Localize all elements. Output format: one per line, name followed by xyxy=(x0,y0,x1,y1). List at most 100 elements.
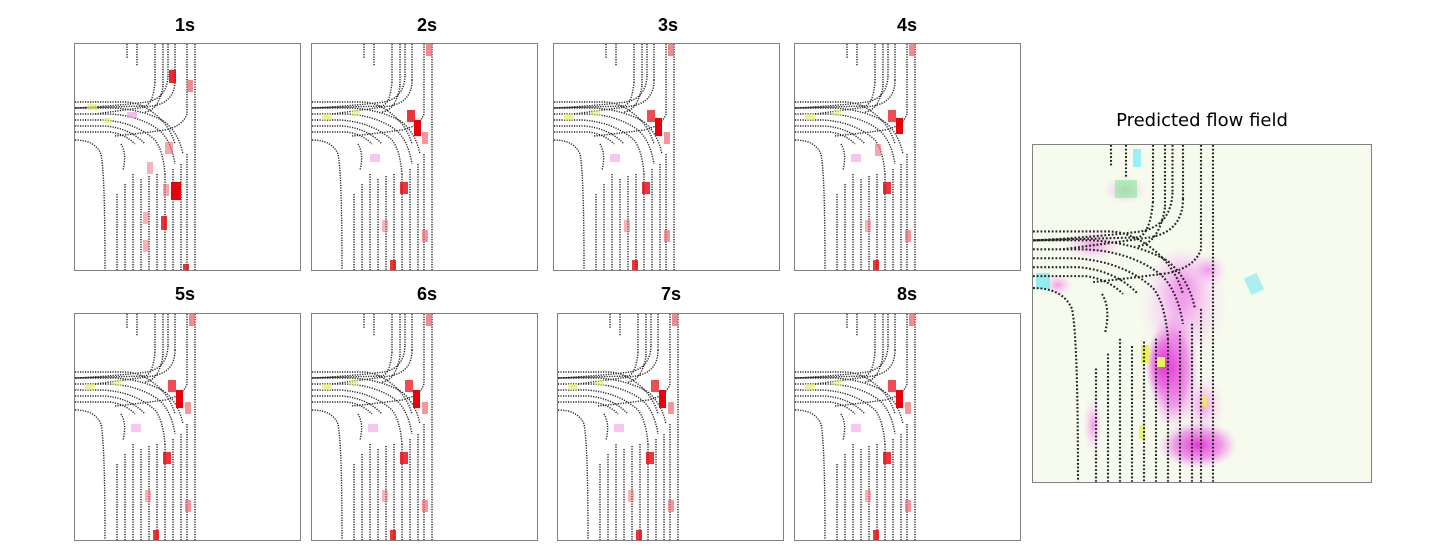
vehicle-occupancy xyxy=(145,490,151,502)
vehicle-occupancy xyxy=(909,314,915,326)
lane-centerline xyxy=(1092,248,1202,284)
pedestrian-occupancy xyxy=(370,154,380,162)
vehicle-occupancy xyxy=(668,402,674,414)
flow-field-title: Predicted flow field xyxy=(1116,110,1288,131)
vehicle-occupancy xyxy=(896,118,903,134)
vehicle-occupancy xyxy=(183,264,189,270)
frame-panel-4s xyxy=(794,43,1021,271)
vehicle-occupancy xyxy=(390,260,396,270)
lane-centerline xyxy=(554,75,648,109)
lane-centerline xyxy=(144,85,164,113)
lane-centerline xyxy=(1062,198,1185,251)
vehicle-occupancy xyxy=(168,380,176,392)
flow-cyan-blob xyxy=(1036,273,1050,289)
vehicle-occupancy xyxy=(636,530,642,540)
vehicle-occupancy xyxy=(422,230,428,242)
lane-centerline xyxy=(795,401,856,415)
pedestrian-occupancy xyxy=(851,154,861,162)
vehicle-occupancy xyxy=(888,380,896,392)
pedestrian-occupancy xyxy=(805,384,815,390)
vehicle-occupancy xyxy=(189,314,195,326)
flow-cyan-blob xyxy=(1133,149,1141,167)
frame-title-6s: 6s xyxy=(416,284,438,304)
lane-centerline xyxy=(795,131,856,145)
lane-centerline xyxy=(795,139,826,270)
frame-title-5s: 5s xyxy=(174,284,196,304)
lane-centerline xyxy=(1101,293,1109,333)
pedestrian-occupancy xyxy=(833,110,841,116)
vehicle-occupancy xyxy=(668,500,674,512)
lane-centerline xyxy=(558,401,619,415)
vehicle-occupancy xyxy=(905,500,911,512)
lane-centerline xyxy=(795,81,876,109)
vehicle-occupancy xyxy=(426,314,432,326)
vehicle-occupancy xyxy=(163,184,169,196)
lane-graph xyxy=(795,314,916,540)
lane-centerline xyxy=(834,113,908,137)
flow-yellow-blob xyxy=(1201,395,1207,407)
frame-panel-7s xyxy=(557,313,784,541)
pedestrian-occupancy xyxy=(127,112,137,118)
lane-centerline xyxy=(795,101,896,145)
lane-centerline xyxy=(864,85,884,113)
vehicle-occupancy xyxy=(875,144,881,156)
lane-centerline xyxy=(1033,257,1170,339)
pedestrian-occupancy xyxy=(87,104,97,110)
lane-centerline xyxy=(795,125,866,145)
lane-centerline xyxy=(554,101,655,145)
frame-title-2s: 2s xyxy=(416,15,438,35)
frame-panel-3s xyxy=(553,43,780,271)
lane-centerline xyxy=(312,139,343,270)
vehicle-occupancy xyxy=(624,220,630,232)
vehicle-occupancy xyxy=(185,500,191,512)
vehicle-occupancy xyxy=(672,314,678,326)
pedestrian-occupancy xyxy=(596,380,604,386)
lane-centerline xyxy=(312,75,406,109)
vehicle-occupancy xyxy=(865,490,871,502)
lane-centerline xyxy=(114,113,188,137)
pedestrian-occupancy xyxy=(851,424,861,432)
pedestrian-occupancy xyxy=(805,114,815,120)
lane-centerline xyxy=(351,113,425,137)
vehicle-occupancy xyxy=(642,182,650,194)
pedestrian-occupancy xyxy=(592,110,600,116)
lane-centerline xyxy=(75,395,146,415)
flow-blob xyxy=(1043,273,1073,297)
vehicle-occupancy xyxy=(426,44,432,56)
vehicle-occupancy xyxy=(873,530,879,540)
vehicle-occupancy xyxy=(185,402,191,414)
lane-centerline xyxy=(840,413,846,441)
vehicle-occupancy xyxy=(147,162,153,174)
lane-centerline xyxy=(357,143,363,171)
vehicle-occupancy xyxy=(659,390,666,408)
vehicle-occupancy xyxy=(888,110,896,122)
lane-centerline xyxy=(114,383,188,407)
vehicle-occupancy xyxy=(664,230,670,242)
lane-centerline xyxy=(1033,275,1124,295)
pedestrian-occupancy xyxy=(610,154,620,162)
vehicle-occupancy xyxy=(883,452,891,464)
vehicle-occupancy xyxy=(651,380,659,392)
lane-centerline xyxy=(864,355,884,383)
lane-centerline xyxy=(75,371,176,415)
vehicle-occupancy xyxy=(390,530,396,540)
lane-graph xyxy=(554,44,675,270)
lane-centerline xyxy=(795,395,866,415)
lane-centerline xyxy=(75,139,106,270)
vehicle-occupancy xyxy=(143,212,149,224)
lane-centerline xyxy=(554,125,625,145)
lane-centerline xyxy=(312,81,393,109)
pedestrian-occupancy xyxy=(368,424,378,432)
frame-title-1s: 1s xyxy=(174,15,196,35)
pedestrian-occupancy xyxy=(833,380,841,386)
lane-graph xyxy=(312,44,433,270)
lane-centerline xyxy=(554,81,635,109)
frame-panel-2s xyxy=(311,43,538,271)
pedestrian-occupancy xyxy=(350,380,358,386)
lane-centerline xyxy=(1033,266,1139,295)
pedestrian-occupancy xyxy=(85,384,95,390)
vehicle-occupancy xyxy=(905,402,911,414)
pedestrian-occupancy xyxy=(614,424,624,432)
lane-centerline xyxy=(312,409,343,540)
lane-centerline xyxy=(312,401,373,415)
